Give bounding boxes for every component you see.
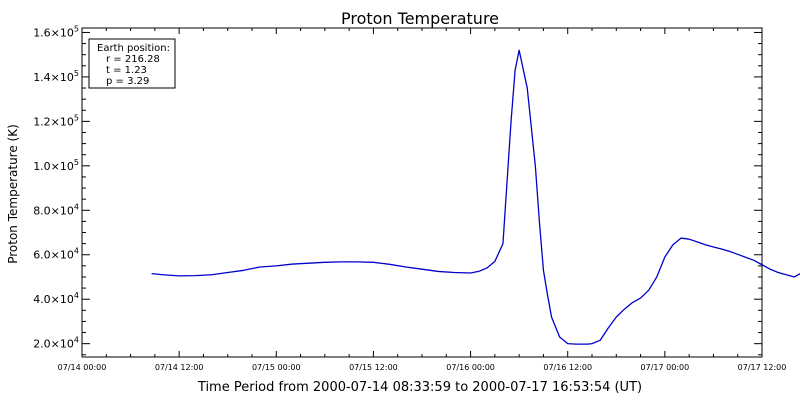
x-tick-label: 07/15 12:00 <box>349 363 398 372</box>
y-tick-label: 2.0×104 <box>33 336 79 351</box>
y-tick-mantissa: 1.6×10 <box>33 26 74 39</box>
x-axis-ticks: 07/14 00:00 07/14 12:00 07/15 00:00 07/15 1… <box>58 28 787 372</box>
y-tick-label: 8.0×104 <box>33 202 79 217</box>
y-tick-label: 1.6×105 <box>33 24 79 39</box>
x-axis-label: Time Period from 2000-07-14 08:33:59 to … <box>197 380 642 395</box>
legend-line-t: t = 1.23 <box>106 65 147 76</box>
y-tick-exponent: 5 <box>74 158 79 167</box>
y-tick-mantissa: 1.0×10 <box>33 160 74 173</box>
y-tick-mantissa: 1.2×10 <box>33 115 74 128</box>
y-tick-mantissa: 4.0×10 <box>33 293 74 306</box>
y-tick-exponent: 4 <box>74 291 79 300</box>
proton-temperature-line <box>151 49 800 345</box>
y-tick-label: 1.2×105 <box>33 113 79 128</box>
legend-box <box>88 38 176 89</box>
y-tick-label: 1.0×105 <box>33 158 79 173</box>
y-tick-exponent: 4 <box>74 247 79 256</box>
y-tick-mantissa: 6.0×10 <box>33 249 74 262</box>
y-tick-exponent: 5 <box>74 113 79 122</box>
x-tick-label: 07/14 00:00 <box>58 363 107 372</box>
y-axis-label: Proton Temperature (K) <box>6 124 20 264</box>
y-tick-label: 4.0×104 <box>33 291 79 306</box>
y-tick-exponent: 5 <box>74 69 79 78</box>
x-tick-label: 07/14 12:00 <box>155 363 204 372</box>
x-tick-label: 07/15 00:00 <box>252 363 301 372</box>
earth-position-legend: Earth position: r = 216.28 t = 1.23 p = … <box>88 38 176 89</box>
legend-line-p: p = 3.29 <box>106 76 149 87</box>
y-axis-ticks: 2.0×1044.0×1046.0×1048.0×1041.0×1051.2×1… <box>33 24 762 356</box>
y-tick-mantissa: 8.0×10 <box>33 204 74 217</box>
y-tick-mantissa: 1.4×10 <box>33 71 74 84</box>
x-tick-label: 07/17 00:00 <box>641 363 690 372</box>
y-tick-exponent: 4 <box>74 202 79 211</box>
legend-line-r: r = 216.28 <box>106 54 160 65</box>
legend-line-heading: Earth position: <box>97 43 170 54</box>
y-tick-exponent: 5 <box>74 24 79 33</box>
chart-title: Proton Temperature <box>341 9 499 28</box>
x-tick-label: 07/16 12:00 <box>543 363 592 372</box>
y-tick-label: 1.4×105 <box>33 69 79 84</box>
x-tick-label: 07/17 12:00 <box>738 363 787 372</box>
y-tick-exponent: 4 <box>74 336 79 345</box>
y-tick-mantissa: 2.0×10 <box>33 338 74 351</box>
y-tick-label: 6.0×104 <box>33 247 79 262</box>
plot-frame <box>81 27 763 358</box>
x-tick-label: 07/16 00:00 <box>446 363 495 372</box>
